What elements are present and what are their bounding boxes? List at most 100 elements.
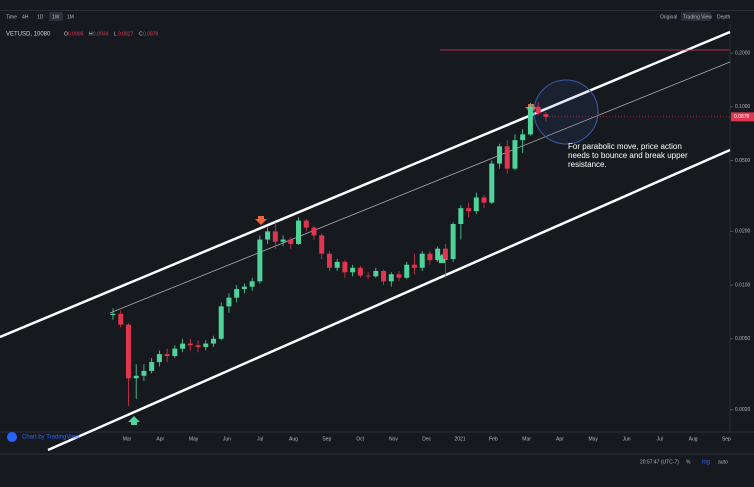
candle-body: [381, 270, 387, 282]
mid-channel: [109, 61, 731, 314]
x-tick-label: Jul: [257, 436, 263, 442]
toolbar-button[interactable]: 1D: [37, 14, 44, 20]
toolbar-button[interactable]: 1M: [67, 14, 74, 20]
x-tick-label: Jul: [657, 436, 663, 442]
x-tick-label: Feb: [489, 436, 498, 442]
candle-body: [249, 281, 255, 287]
candle-body: [504, 146, 510, 169]
candle-body: [334, 261, 340, 268]
x-tick-label: Sep: [322, 436, 331, 442]
view-button[interactable]: Trading View: [683, 14, 712, 20]
toolbar-button[interactable]: Time: [6, 14, 17, 20]
toolbar-active: [49, 12, 63, 21]
candle-body: [125, 324, 131, 379]
x-tick-label: Aug: [289, 436, 298, 442]
y-tick-label: 0.0200: [735, 229, 751, 235]
candle-body: [520, 134, 526, 141]
candle-body: [311, 227, 317, 236]
candle-body: [481, 197, 487, 203]
candle-body: [435, 248, 441, 261]
candle-body: [133, 375, 139, 379]
y-tick-label: 0.0020: [735, 407, 751, 413]
ohlc-value: 0.0827: [118, 31, 134, 37]
candle-body: [326, 253, 332, 268]
highlight-circle: [533, 79, 599, 145]
candle-body: [442, 248, 448, 260]
candle-body: [543, 114, 549, 117]
candle-body: [210, 338, 216, 344]
scale-option[interactable]: auto: [718, 459, 728, 465]
scale-option[interactable]: %: [686, 459, 691, 465]
x-tick-label: Dec: [422, 436, 431, 442]
scale-option[interactable]: log: [702, 460, 710, 466]
candle-body: [350, 267, 356, 273]
upper-channel: [0, 30, 731, 339]
x-tick-label: Apr: [556, 436, 564, 442]
candle-body: [172, 348, 178, 357]
candle-body: [450, 224, 456, 260]
candle-body: [388, 274, 394, 282]
candle-body: [296, 220, 302, 244]
toolbar-button[interactable]: 1W: [52, 14, 60, 20]
candle-body: [234, 289, 240, 298]
candle-body: [265, 231, 271, 240]
candle-body: [535, 106, 541, 114]
candle-body: [241, 286, 247, 290]
view-button[interactable]: Depth: [717, 14, 731, 20]
y-tick-label: 0.2000: [735, 50, 751, 56]
last-price-label: 0.0878: [734, 114, 750, 120]
x-tick-label: May: [189, 436, 199, 442]
candle-body: [226, 297, 232, 307]
x-tick-label: Oct: [356, 436, 364, 442]
arrow-up: [128, 416, 140, 425]
ohlc-key: C: [139, 31, 143, 37]
arrow-down: [255, 216, 267, 225]
last-price-tag: [731, 112, 754, 122]
candle-body: [396, 274, 402, 278]
candle-body: [280, 239, 286, 242]
y-tick-label: 0.0500: [735, 158, 751, 164]
candle-body: [373, 270, 379, 277]
candle-body: [411, 264, 417, 268]
candle-body: [149, 362, 155, 371]
ohlc-key: L: [114, 31, 117, 37]
candle-body: [288, 239, 294, 244]
candle-body: [141, 370, 147, 376]
candle-body: [272, 231, 278, 242]
y-tick-label: 0.0100: [735, 282, 751, 288]
brand-text: Chart by TradingView: [22, 435, 80, 441]
candle-body: [489, 163, 495, 203]
candle-body: [497, 146, 502, 164]
x-tick-label: Apr: [156, 436, 164, 442]
annotation: For parabolic move, price action needs to…: [568, 142, 688, 169]
candle-body: [110, 313, 116, 315]
view-active: [681, 12, 711, 21]
candle-body: [527, 106, 533, 135]
lower-channel: [47, 148, 731, 452]
toolbar-button[interactable]: 4H: [22, 14, 29, 20]
ohlc-value: 0.0909: [68, 31, 84, 37]
symbol: VETUSD, 10080: [6, 32, 51, 38]
candle-body: [203, 343, 209, 347]
x-tick-label: Mar: [123, 436, 132, 442]
x-tick-label: Jun: [622, 436, 630, 442]
view-button[interactable]: Original: [660, 14, 677, 20]
x-tick-label: 2021: [454, 436, 465, 442]
y-tick-label: 0.0050: [735, 336, 751, 342]
candle-body: [404, 264, 410, 278]
candle-body: [218, 306, 224, 339]
x-tick-label: Sep: [722, 436, 731, 442]
candle-body: [303, 220, 309, 228]
candle-body: [357, 267, 363, 276]
candle-body: [512, 140, 518, 169]
candle-body: [466, 208, 472, 212]
candle-body: [164, 354, 170, 357]
candle-body: [187, 343, 193, 346]
candle-body: [473, 197, 479, 212]
candle-body: [458, 208, 464, 225]
candle-body: [342, 261, 348, 273]
ohlc-key: O: [64, 31, 68, 37]
ohlc-value: 0.0934: [93, 31, 109, 37]
